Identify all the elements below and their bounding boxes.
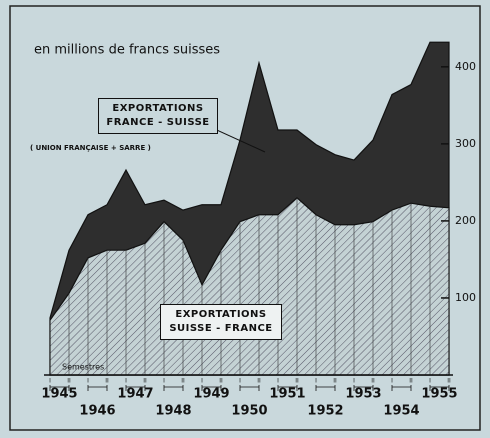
x-tick-label: I [239, 378, 241, 385]
x-tick-label: II [409, 378, 413, 385]
x-tick-label: I [49, 378, 51, 385]
annotation: Semestres [62, 363, 104, 372]
x-tick-label: II [219, 378, 223, 385]
chart-title: en millions de francs suisses [34, 43, 220, 58]
x-tick-label: I [429, 378, 431, 385]
x-tick-label: I [163, 378, 165, 385]
year-label: 1950 [231, 404, 267, 419]
y-tick-label: 200 [455, 214, 476, 227]
y-tick-label: 300 [455, 137, 476, 150]
year-label: 1945 [41, 387, 77, 402]
year-label: 1951 [269, 387, 305, 402]
series-label: EXPORTATIONS FRANCE - SUISSE [98, 98, 218, 134]
frame [9, 5, 481, 431]
year-label: 1952 [307, 404, 343, 419]
year-label: 1947 [117, 387, 153, 402]
x-tick-label: I [353, 378, 355, 385]
x-tick-label: II [67, 378, 71, 385]
x-tick-label: I [87, 378, 89, 385]
year-label: 1954 [383, 404, 419, 419]
annotation: ( UNION FRANÇAISE + SARRE ) [30, 144, 151, 152]
year-label: 1953 [345, 387, 381, 402]
x-tick-label: I [391, 378, 393, 385]
x-tick-label: II [257, 378, 261, 385]
y-tick-label: 400 [455, 60, 476, 73]
x-tick-label: II [333, 378, 337, 385]
x-tick-label: I [201, 378, 203, 385]
year-label: 1949 [193, 387, 229, 402]
y-tick-label: 100 [455, 291, 476, 304]
x-tick-label: II [371, 378, 375, 385]
year-label: 1948 [155, 404, 191, 419]
x-tick-label: I [315, 378, 317, 385]
year-label: 1955 [421, 387, 457, 402]
series-label: EXPORTATIONS SUISSE - FRANCE [160, 304, 282, 340]
x-tick-label: II [143, 378, 147, 385]
x-tick-label: I [277, 378, 279, 385]
x-tick-label: II [295, 378, 299, 385]
x-tick-label: I [125, 378, 127, 385]
x-tick-label: II [105, 378, 109, 385]
x-tick-label: II [181, 378, 185, 385]
year-label: 1946 [79, 404, 115, 419]
x-tick-label: II [447, 378, 451, 385]
